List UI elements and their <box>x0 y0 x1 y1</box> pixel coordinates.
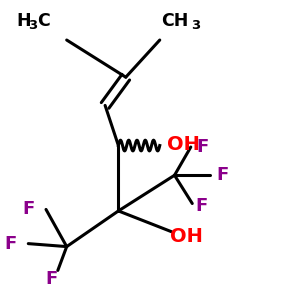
Text: F: F <box>197 138 209 156</box>
Text: H: H <box>16 12 31 30</box>
Text: F: F <box>216 166 228 184</box>
Text: OH: OH <box>167 135 200 154</box>
Text: OH: OH <box>170 227 203 246</box>
Text: 3: 3 <box>191 19 200 32</box>
Text: C: C <box>37 12 50 30</box>
Text: F: F <box>22 200 34 218</box>
Text: F: F <box>46 270 58 288</box>
Text: F: F <box>4 235 16 253</box>
Text: F: F <box>195 197 208 215</box>
Text: CH: CH <box>161 12 189 30</box>
Text: 3: 3 <box>28 19 38 32</box>
